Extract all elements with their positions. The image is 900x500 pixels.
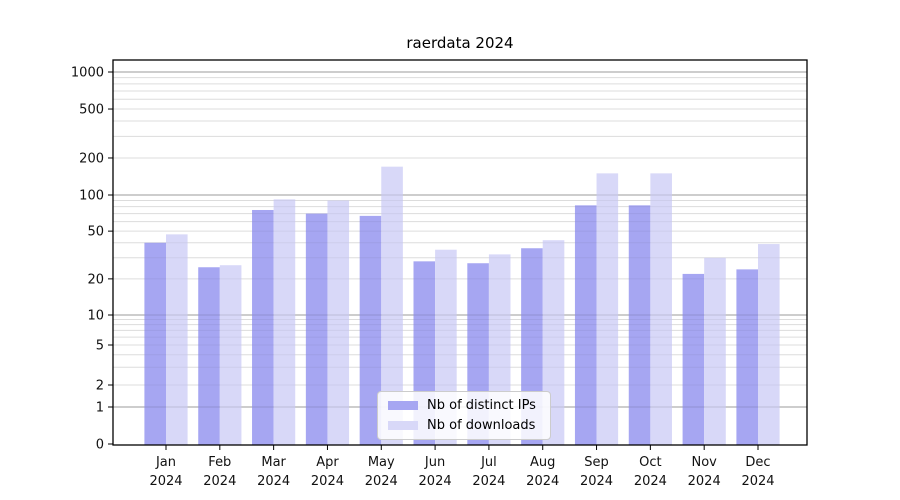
legend-label-distinct-ips: Nb of distinct IPs [427, 398, 536, 413]
x-tick-label-year: 2024 [580, 474, 613, 489]
bar-sep-series0 [574, 205, 597, 445]
x-tick-label-year: 2024 [365, 474, 398, 489]
bar-apr-series0 [305, 213, 328, 445]
x-tick-label-month: Jul [480, 455, 497, 470]
x-tick-label-month: Apr [316, 455, 339, 470]
bar-oct-series1 [650, 173, 672, 446]
x-tick-label-month: Mar [261, 455, 286, 470]
x-tick-label-year: 2024 [634, 474, 667, 489]
bar-jan-series0 [144, 242, 166, 445]
x-tick-label-month: Nov [691, 455, 717, 470]
bar-mar-series1 [273, 199, 296, 445]
y-tick-label: 200 [79, 151, 104, 166]
bar-nov-series0 [682, 273, 705, 445]
bar-mar-series0 [252, 209, 274, 445]
x-tick-label-year: 2024 [419, 474, 452, 489]
x-tick-label-month: Aug [530, 455, 555, 470]
bar-dec-series0 [736, 269, 758, 445]
x-tick-label-year: 2024 [203, 474, 236, 489]
y-tick-label: 1 [96, 401, 104, 416]
legend-swatch-downloads-icon [388, 421, 418, 430]
chart-legend: Nb of distinct IPs Nb of downloads [377, 391, 551, 440]
x-tick-label-year: 2024 [149, 474, 182, 489]
bar-feb-series1 [219, 265, 242, 445]
x-tick-label-month: Feb [208, 455, 231, 470]
legend-label-downloads: Nb of downloads [427, 418, 536, 433]
y-tick-label: 50 [87, 225, 104, 240]
x-tick-label-month: May [368, 455, 395, 470]
legend-item-distinct-ips: Nb of distinct IPs [388, 398, 536, 413]
bar-jan-series1 [166, 234, 188, 445]
bar-oct-series0 [628, 205, 651, 445]
bar-may-series0 [359, 215, 382, 445]
x-tick-label-year: 2024 [526, 474, 559, 489]
x-tick-label-month: Jun [424, 455, 445, 470]
y-tick-label: 20 [87, 272, 104, 287]
chart-title: raerdata 2024 [406, 34, 514, 52]
x-tick-label-year: 2024 [311, 474, 344, 489]
y-tick-label: 0 [96, 438, 104, 453]
bar-apr-series1 [327, 200, 350, 445]
plot-frame [112, 59, 808, 446]
legend-item-downloads: Nb of downloads [388, 418, 535, 433]
y-tick-label: 100 [79, 189, 104, 204]
x-tick-label-year: 2024 [688, 474, 721, 489]
x-tick-label-month: Oct [639, 455, 661, 470]
y-tick-label: 1000 [71, 66, 104, 81]
x-tick-label-year: 2024 [472, 474, 505, 489]
x-tick-label-year: 2024 [741, 474, 774, 489]
y-tick-label: 500 [79, 103, 104, 118]
bar-feb-series0 [198, 267, 220, 445]
x-tick-label-month: Jan [155, 455, 176, 470]
bar-dec-series1 [758, 244, 780, 445]
x-tick-label-month: Dec [745, 455, 770, 470]
y-tick-label: 5 [96, 339, 104, 354]
bar-nov-series1 [704, 257, 726, 445]
x-tick-label-month: Sep [584, 455, 609, 470]
x-tick-label-year: 2024 [257, 474, 290, 489]
y-tick-label: 2 [96, 379, 104, 394]
legend-swatch-distinct-ips-icon [388, 401, 418, 410]
bar-may-series1 [381, 166, 403, 445]
bar-sep-series1 [596, 173, 619, 446]
y-tick-label: 10 [87, 309, 104, 324]
